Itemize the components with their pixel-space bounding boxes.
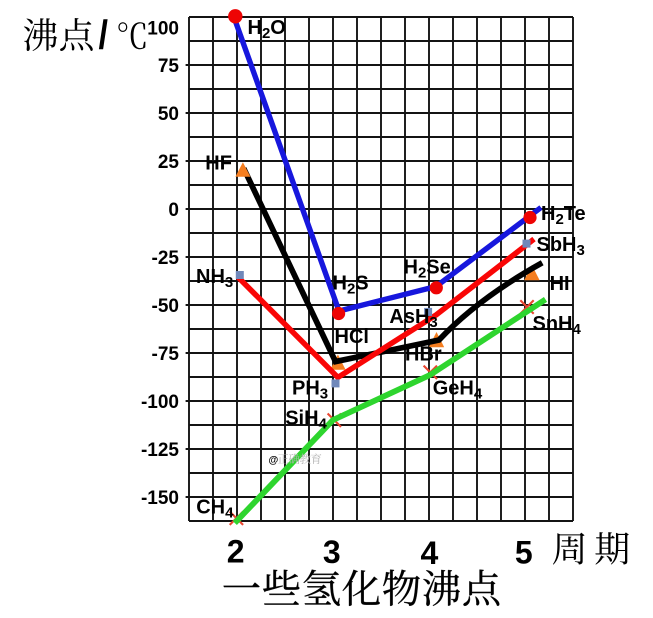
svg-text:-100: -100: [141, 392, 179, 413]
svg-text:-75: -75: [152, 344, 180, 365]
svg-text:4: 4: [421, 535, 439, 571]
svg-text:50: 50: [158, 104, 179, 125]
svg-text:H2​Se: H2​Se: [404, 257, 451, 282]
svg-text:25: 25: [158, 152, 180, 173]
svg-text:-150: -150: [141, 488, 179, 509]
svg-text:@: @: [269, 455, 279, 466]
svg-text:HI: HI: [550, 273, 570, 295]
svg-text:HBr: HBr: [405, 343, 442, 365]
svg-text:-25: -25: [152, 248, 180, 269]
svg-text:HCl: HCl: [335, 326, 369, 348]
svg-text:2: 2: [227, 533, 245, 569]
svg-text:5: 5: [515, 535, 533, 571]
svg-text:-50: -50: [152, 296, 179, 317]
svg-text:H2​Te: H2​Te: [541, 203, 586, 228]
svg-text:0: 0: [168, 200, 179, 221]
svg-text:GeH4​: GeH4​: [433, 377, 483, 402]
svg-text:75: 75: [158, 56, 180, 77]
svg-text:3: 3: [323, 534, 341, 570]
svg-text:-125: -125: [141, 440, 179, 461]
svg-text:100: 100: [147, 18, 179, 39]
svg-text:HF: HF: [205, 153, 232, 175]
